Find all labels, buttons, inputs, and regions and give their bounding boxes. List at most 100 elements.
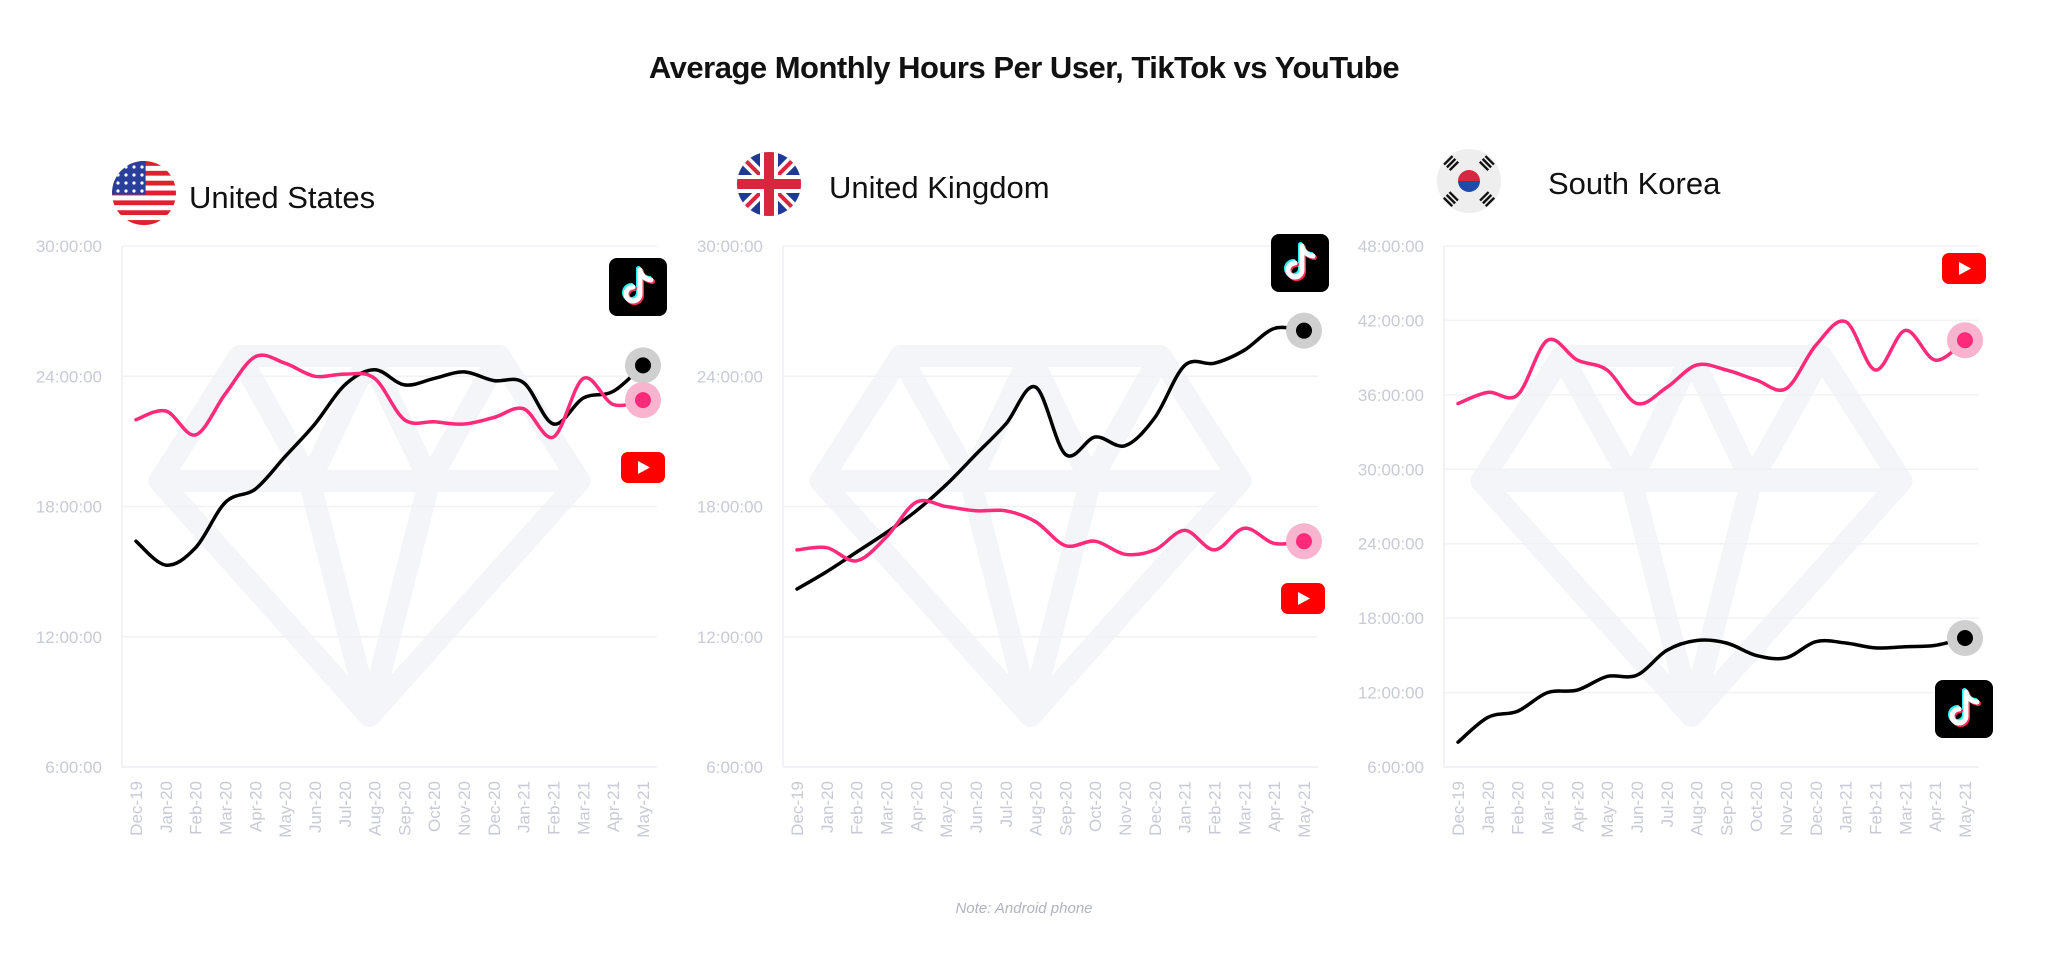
x-tick-label: Sep-20 xyxy=(1056,781,1075,836)
x-tick-label: May-21 xyxy=(634,781,653,838)
x-tick-label: Jun-20 xyxy=(306,781,325,833)
x-tick-label: Jan-21 xyxy=(515,781,534,833)
x-tick-label: Aug-20 xyxy=(1688,781,1707,836)
y-tick-label: 36:00:00 xyxy=(1358,386,1424,405)
x-tick-label: Jan-21 xyxy=(1837,781,1856,833)
x-tick-label: Dec-19 xyxy=(1449,781,1468,836)
x-tick-label: Dec-20 xyxy=(1807,781,1826,836)
watermark-logo xyxy=(809,345,1252,727)
x-tick-label: Feb-20 xyxy=(848,781,867,835)
x-tick-label: Jun-20 xyxy=(967,781,986,833)
series-line-tiktok xyxy=(795,325,1306,591)
y-tick-label: 42:00:00 xyxy=(1358,311,1424,330)
youtube-icon xyxy=(621,452,665,483)
x-tick-label: Mar-21 xyxy=(1235,781,1254,835)
series-line-tiktok xyxy=(134,363,645,567)
x-tick-label: May-21 xyxy=(1295,781,1314,838)
x-tick-label: Apr-21 xyxy=(1265,781,1284,832)
data-point xyxy=(1957,332,1973,349)
y-tick-label: 18:00:00 xyxy=(1358,609,1424,628)
watermark-logo xyxy=(148,345,591,727)
x-tick-label: Apr-21 xyxy=(604,781,623,832)
tiktok-icon xyxy=(609,258,667,316)
x-tick-label: May-20 xyxy=(276,781,295,838)
x-tick-label: May-21 xyxy=(1956,781,1975,838)
x-tick-label: Feb-20 xyxy=(187,781,206,835)
us-flag-icon xyxy=(112,161,176,225)
x-tick-label: Mar-20 xyxy=(877,781,896,835)
tiktok-icon xyxy=(1935,680,1993,738)
chart-title: Average Monthly Hours Per User, TikTok v… xyxy=(648,50,1400,85)
data-point xyxy=(1296,322,1312,339)
x-tick-label: Nov-20 xyxy=(1777,781,1796,836)
series-line-youtube xyxy=(134,353,645,440)
y-tick-label: 12:00:00 xyxy=(697,628,763,647)
chart-panel: 6:00:00 12:00:00 18:00:00 24:00:00 30:00:00 3… xyxy=(1358,149,1993,838)
x-tick-label: Feb-20 xyxy=(1509,781,1528,835)
x-tick-label: Aug-20 xyxy=(1027,781,1046,836)
x-tick-label: Jun-20 xyxy=(1628,781,1647,833)
x-tick-label: May-20 xyxy=(1598,781,1617,838)
country-label: United States xyxy=(189,180,375,215)
x-tick-label: Dec-20 xyxy=(1146,781,1165,836)
chart-panel: 6:00:00 12:00:00 18:00:00 24:00:00 30:00:00 D… xyxy=(697,152,1329,838)
x-tick-label: Oct-20 xyxy=(1086,781,1105,832)
x-tick-label: Jul-20 xyxy=(1658,781,1677,827)
y-tick-label: 18:00:00 xyxy=(36,498,102,517)
y-tick-label: 24:00:00 xyxy=(36,367,102,386)
x-tick-label: Dec-20 xyxy=(485,781,504,836)
x-tick-label: May-20 xyxy=(937,781,956,838)
youtube-icon xyxy=(1281,583,1325,614)
x-tick-label: Feb-21 xyxy=(1867,781,1886,835)
chart-panel: 6:00:00 12:00:00 18:00:00 24:00:00 30:00:00 D… xyxy=(36,161,667,838)
x-tick-label: Feb-21 xyxy=(545,781,564,835)
y-tick-label: 30:00:00 xyxy=(36,237,102,256)
y-tick-label: 48:00:00 xyxy=(1358,237,1424,256)
x-tick-label: Oct-20 xyxy=(425,781,444,832)
series-line-youtube xyxy=(1456,319,1967,406)
x-tick-label: Dec-19 xyxy=(127,781,146,836)
y-tick-label: 24:00:00 xyxy=(697,367,763,386)
x-tick-label: Sep-20 xyxy=(1717,781,1736,836)
tiktok-icon xyxy=(1271,234,1329,292)
y-tick-label: 24:00:00 xyxy=(1358,535,1424,554)
x-tick-label: Oct-20 xyxy=(1747,781,1766,832)
footnote: Note: Android phone xyxy=(955,900,1093,917)
x-tick-label: Apr-20 xyxy=(246,781,265,832)
uk-flag-icon xyxy=(737,152,801,216)
x-tick-label: Dec-19 xyxy=(788,781,807,836)
x-tick-label: Jan-21 xyxy=(1176,781,1195,833)
x-tick-label: Jul-20 xyxy=(336,781,355,827)
y-tick-label: 18:00:00 xyxy=(697,498,763,517)
x-tick-label: Feb-21 xyxy=(1206,781,1225,835)
country-label: United Kingdom xyxy=(829,170,1050,205)
youtube-icon xyxy=(1942,253,1986,284)
data-point xyxy=(1957,629,1973,646)
x-tick-label: Jan-20 xyxy=(818,781,837,833)
kr-flag-icon xyxy=(1437,149,1501,213)
y-tick-label: 12:00:00 xyxy=(1358,684,1424,703)
watermark-logo xyxy=(1470,345,1913,727)
x-tick-label: Apr-20 xyxy=(1568,781,1587,832)
x-tick-label: Apr-21 xyxy=(1926,781,1945,832)
y-tick-label: 12:00:00 xyxy=(36,628,102,647)
data-point xyxy=(1296,533,1312,550)
x-tick-label: Apr-20 xyxy=(907,781,926,832)
series-line-youtube xyxy=(795,498,1306,563)
data-point xyxy=(635,357,651,374)
data-point xyxy=(635,392,651,409)
x-tick-label: Mar-21 xyxy=(1896,781,1915,835)
y-tick-label: 30:00:00 xyxy=(1358,460,1424,479)
x-tick-label: Mar-20 xyxy=(1538,781,1557,835)
x-tick-label: Sep-20 xyxy=(395,781,414,836)
series-line-tiktok xyxy=(1456,636,1967,744)
y-tick-label: 6:00:00 xyxy=(45,758,102,777)
x-tick-label: Jan-20 xyxy=(157,781,176,833)
x-tick-label: Jul-20 xyxy=(997,781,1016,827)
y-tick-label: 6:00:00 xyxy=(706,758,763,777)
x-tick-label: Nov-20 xyxy=(455,781,474,836)
country-label: South Korea xyxy=(1548,166,1721,201)
x-tick-label: Mar-21 xyxy=(574,781,593,835)
x-tick-label: Nov-20 xyxy=(1116,781,1135,836)
